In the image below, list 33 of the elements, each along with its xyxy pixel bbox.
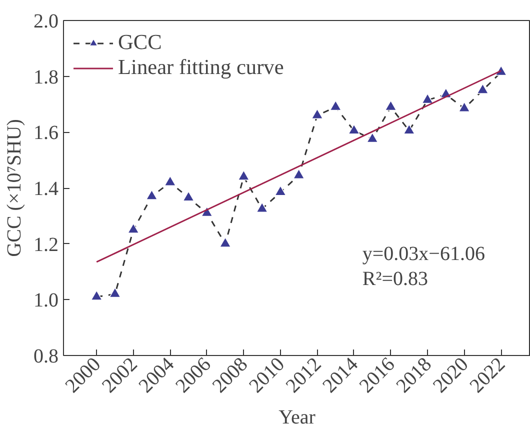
point: [90, 290, 102, 300]
x-axis-title: Year: [278, 406, 316, 429]
point: [366, 132, 378, 143]
annotation: y=0.03x−61.06: [362, 243, 485, 266]
y-tick-label: 1.2: [34, 234, 58, 256]
y-tick-label: 1.4: [34, 178, 58, 200]
point: [219, 237, 232, 248]
point: [348, 124, 360, 134]
point: [182, 191, 194, 202]
point: [164, 176, 176, 186]
point: [256, 202, 268, 213]
point: [238, 170, 250, 180]
y-tick-label: 1.0: [34, 290, 58, 312]
point: [458, 102, 470, 112]
point: [384, 100, 397, 111]
y-axis-title: GCC (×10⁷SHU): [4, 119, 26, 257]
y-tick-label: 0.8: [34, 346, 58, 368]
legend-label: Linear fitting curve: [118, 55, 284, 80]
point: [146, 190, 158, 200]
y-tick-label: 2.0: [34, 10, 58, 32]
y-tick-label: 1.8: [34, 66, 58, 88]
y-tick-label: 1.6: [34, 122, 58, 144]
point: [292, 168, 305, 180]
legend-label: GCC: [118, 30, 162, 55]
point: [127, 223, 140, 234]
point: [403, 124, 416, 134]
point: [422, 93, 434, 104]
point: [311, 108, 324, 119]
annotation: R²=0.83: [362, 268, 428, 290]
point: [476, 84, 489, 94]
point: [274, 185, 286, 196]
point: [330, 100, 342, 111]
point: [109, 287, 121, 298]
